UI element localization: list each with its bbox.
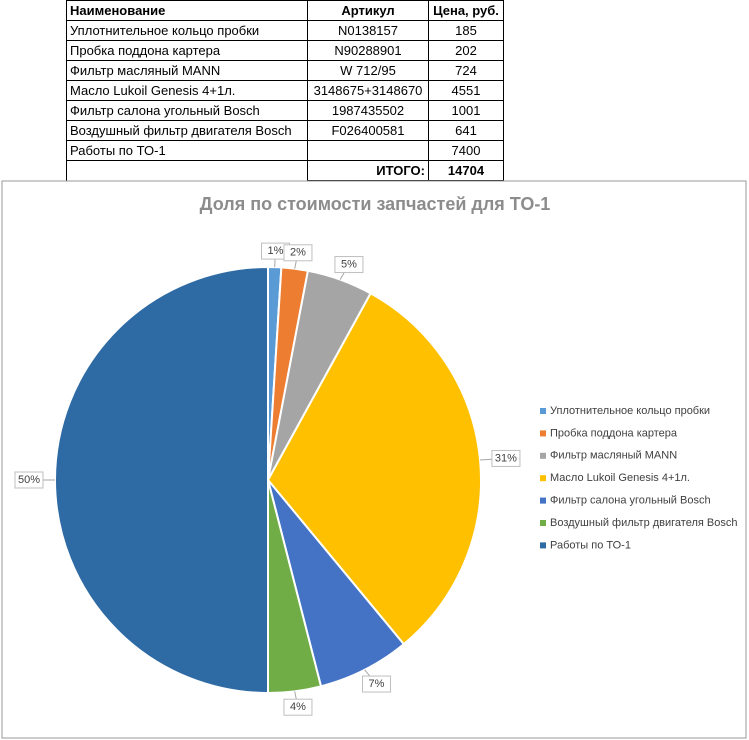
data-label: 2% bbox=[290, 247, 306, 259]
table-cell: 724 bbox=[428, 60, 504, 81]
price-table: Наименование Артикул Цена, руб. Уплотнитель… bbox=[66, 0, 504, 181]
table-cell: 4551 bbox=[428, 80, 504, 101]
table-cell: 7400 bbox=[428, 140, 504, 161]
data-label-box bbox=[334, 256, 364, 274]
table-cell: Пробка поддона картера bbox=[66, 40, 308, 61]
table-cell: F026400581 bbox=[307, 120, 429, 141]
table-cell: Уплотнительное кольцо пробки bbox=[66, 20, 308, 41]
table-cell: Работы по ТО-1 bbox=[66, 140, 308, 161]
table-cell: Наименование bbox=[66, 0, 308, 21]
table-cell: N90288901 bbox=[307, 40, 429, 61]
table-row: Воздушный фильтр двигателя Bosch F0264005… bbox=[66, 120, 504, 141]
table-cell: 185 bbox=[428, 20, 504, 41]
table-cell: W 712/95 bbox=[307, 60, 429, 81]
legend-label: Пробка поддона картера bbox=[550, 427, 678, 439]
table-cell bbox=[66, 160, 308, 181]
table-cell: Цена, руб. bbox=[428, 0, 504, 21]
table-cell: Масло Lukoil Genesis 4+1л. bbox=[66, 80, 308, 101]
data-label-box bbox=[491, 449, 521, 467]
table-cell: Фильтр салона угольный Bosch bbox=[66, 100, 308, 121]
legend-marker bbox=[540, 497, 546, 504]
legend-label: Уплотнительное кольцо пробки bbox=[550, 405, 710, 417]
table-cell: 1001 bbox=[428, 100, 504, 121]
table-cell: 1987435502 bbox=[307, 100, 429, 121]
table-row: Фильтр масляный MANN W 712/95 724 bbox=[66, 60, 504, 81]
table-cell: 641 bbox=[428, 120, 504, 141]
data-label: 4% bbox=[290, 701, 306, 713]
table-cell: Артикул bbox=[307, 0, 429, 21]
legend-label: Работы по ТО-1 bbox=[550, 539, 631, 551]
table-row: Работы по ТО-1 7400 bbox=[66, 140, 504, 161]
data-label-box bbox=[283, 698, 313, 716]
table-row: Уплотнительное кольцо пробки N0138157 185 bbox=[66, 20, 504, 41]
legend-marker bbox=[540, 430, 546, 437]
chart: Доля по стоимости запчастей для ТО-1 1% 2… bbox=[1, 180, 747, 739]
table-row: Пробка поддона картера N90288901 202 bbox=[66, 40, 504, 61]
legend-marker bbox=[540, 408, 546, 414]
data-label-box bbox=[362, 675, 392, 693]
legend-marker bbox=[540, 475, 546, 482]
legend-label: Воздушный фильтр двигателя Bosch bbox=[550, 517, 737, 529]
legend-marker bbox=[540, 542, 546, 549]
header-row: Наименование Артикул Цена, руб. bbox=[66, 0, 504, 21]
data-label: 1% bbox=[268, 245, 284, 257]
table-cell: 202 bbox=[428, 40, 504, 61]
legend-marker bbox=[540, 520, 546, 526]
legend-marker bbox=[540, 452, 546, 459]
table-cell: Воздушный фильтр двигателя Bosch bbox=[66, 120, 308, 141]
total-row: ИТОГО: 14704 bbox=[66, 160, 504, 181]
table-cell: 3148675+3148670 bbox=[307, 80, 429, 101]
chart-title: Доля по стоимости запчастей для ТО-1 bbox=[200, 194, 551, 214]
legend-label: Масло Lukoil Genesis 4+1л. bbox=[550, 472, 690, 484]
table-cell bbox=[307, 140, 429, 161]
data-label: 7% bbox=[369, 678, 385, 690]
table-cell: ИТОГО: bbox=[307, 160, 429, 181]
data-label: 50% bbox=[18, 474, 40, 486]
data-label: 5% bbox=[341, 258, 357, 270]
table-cell: N0138157 bbox=[307, 20, 429, 41]
table-cell: 14704 bbox=[428, 160, 504, 181]
pie-slice bbox=[266, 291, 482, 646]
data-label-box bbox=[14, 471, 44, 489]
data-label-box bbox=[283, 244, 313, 262]
legend-label: Фильтр салона угольный Bosch bbox=[550, 495, 711, 507]
legend-label: Фильтр масляный MANN bbox=[550, 450, 677, 462]
table-row: Фильтр салона угольный Bosch 1987435502 10… bbox=[66, 100, 504, 121]
data-label: 31% bbox=[495, 452, 517, 464]
table-cell: Фильтр масляный MANN bbox=[66, 60, 308, 81]
table-row: Масло Lukoil Genesis 4+1л. 3148675+314867… bbox=[66, 80, 504, 101]
